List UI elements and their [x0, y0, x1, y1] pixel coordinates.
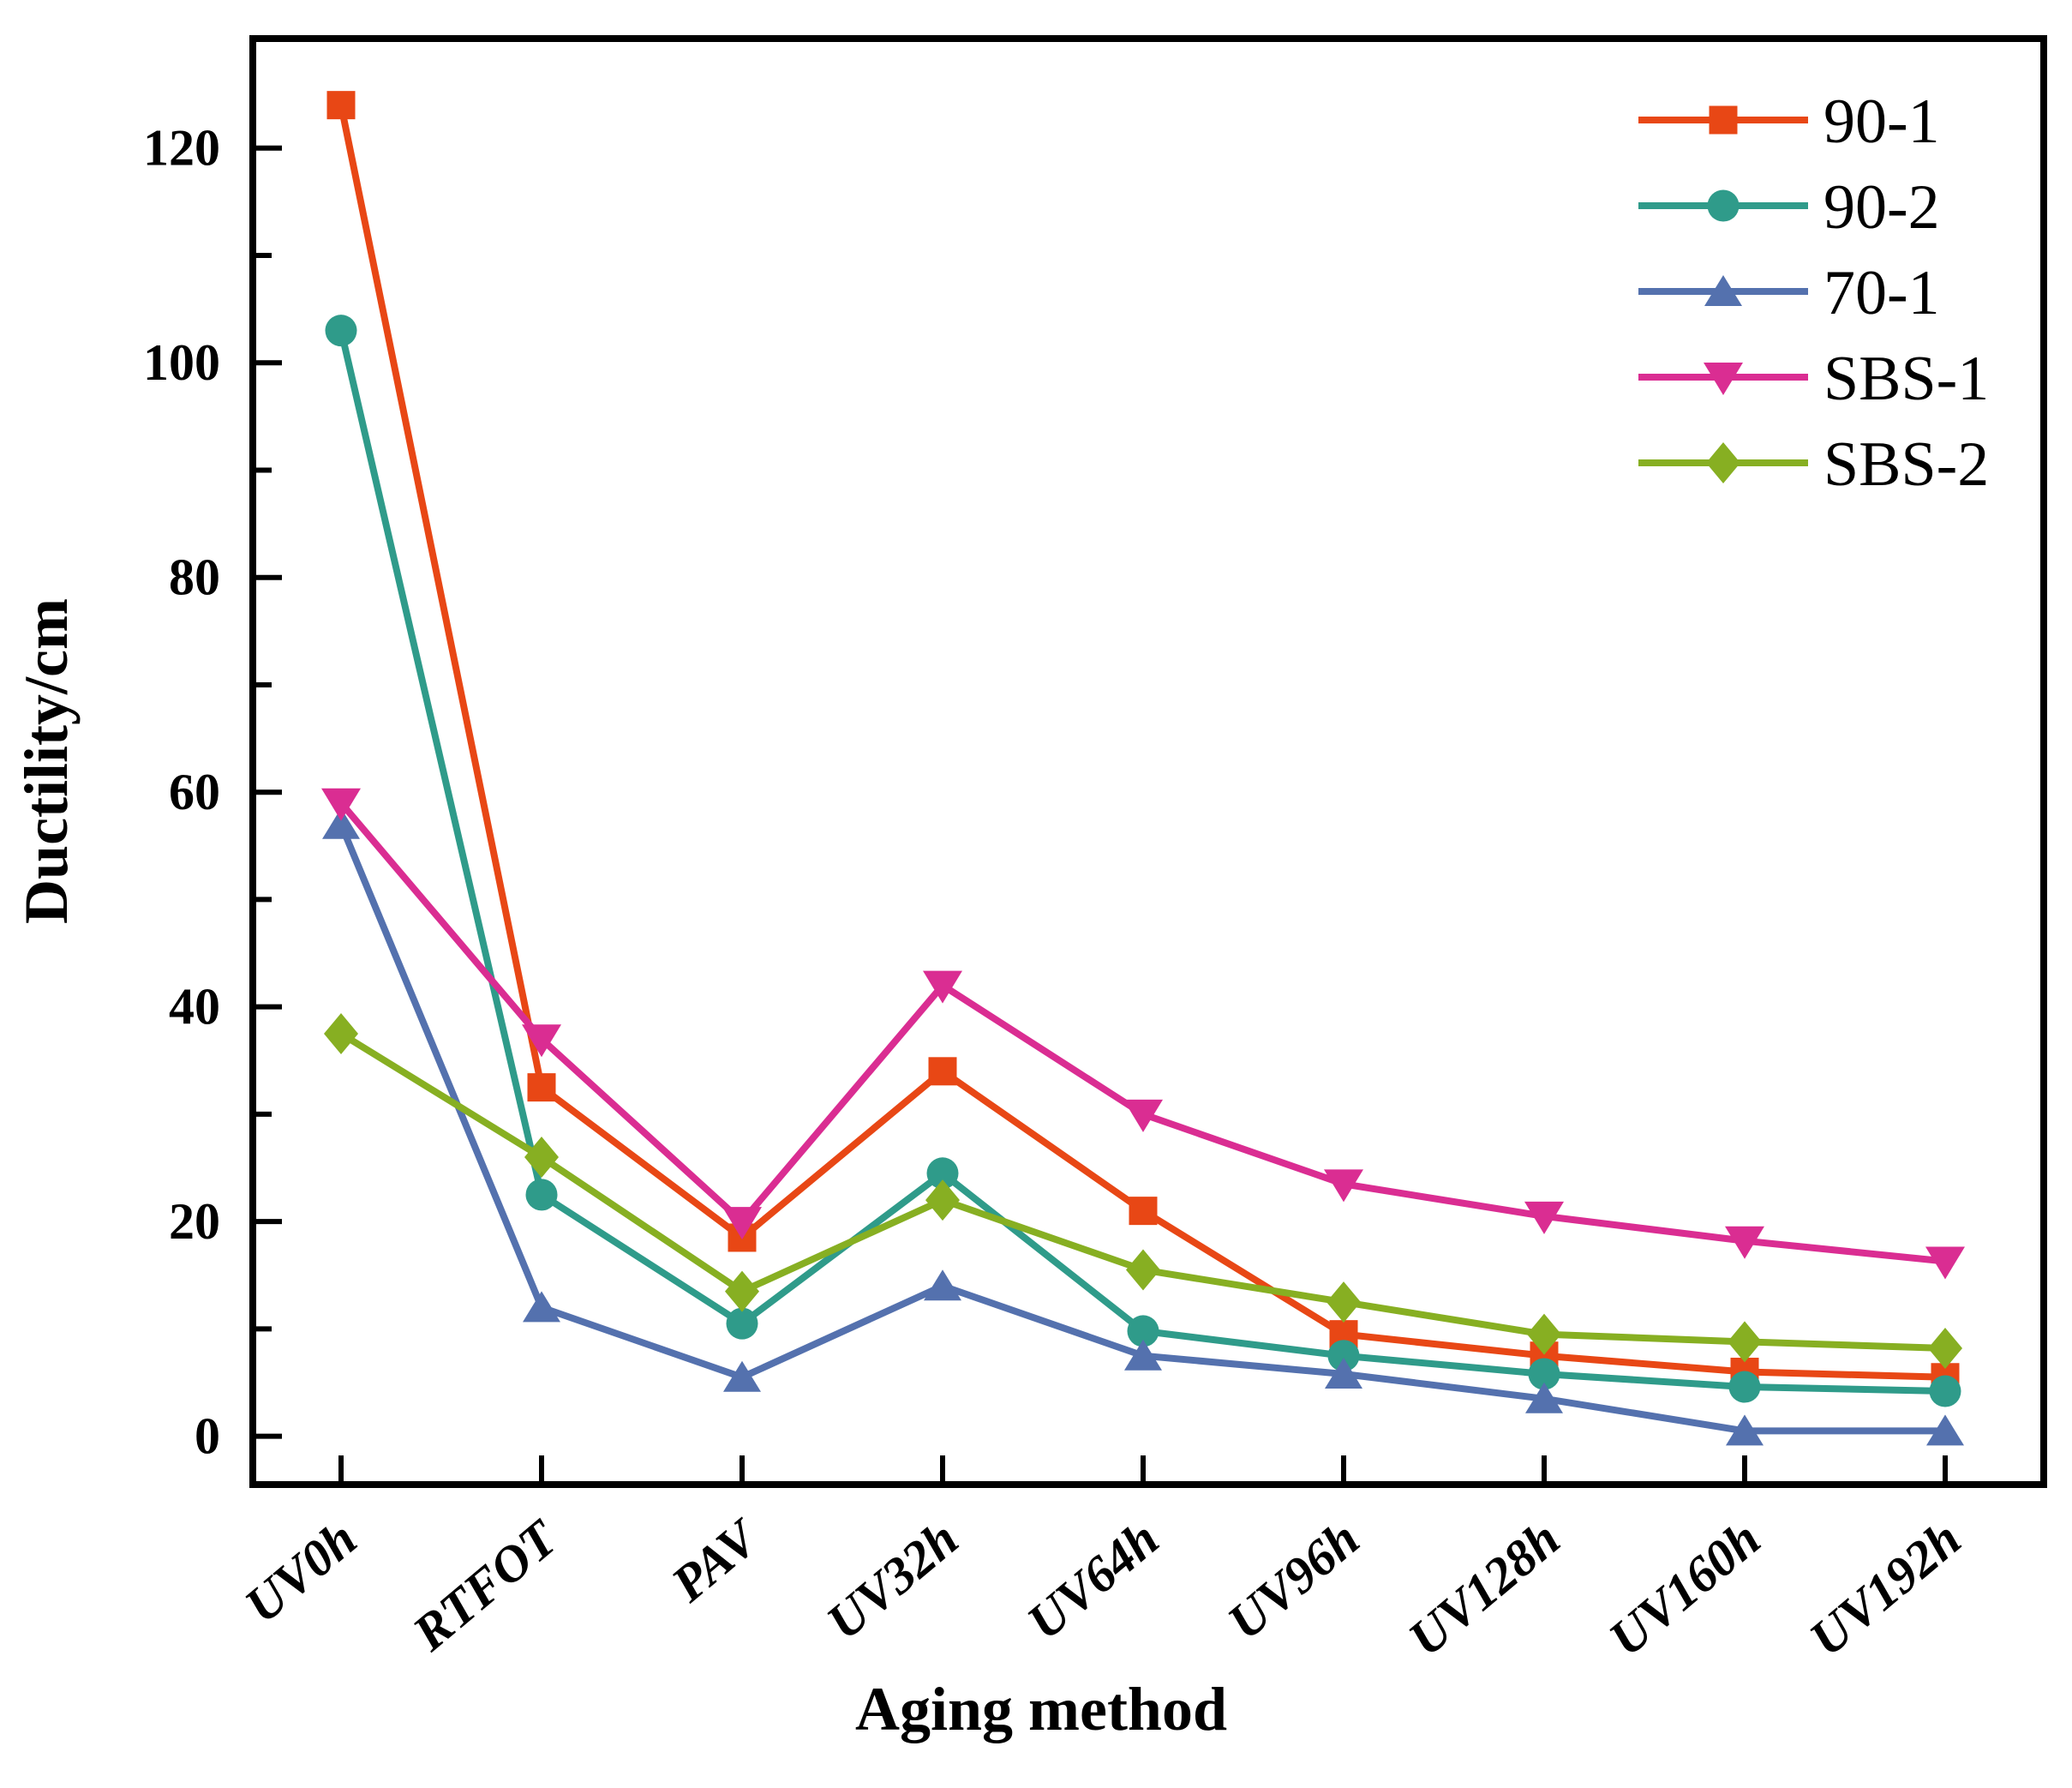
data-point-marker — [1124, 1339, 1162, 1371]
legend-item-90-1: 90-1 — [1638, 87, 1940, 157]
data-point-marker — [1528, 1358, 1560, 1390]
data-point-marker — [1726, 1414, 1764, 1446]
legend-marker — [1709, 105, 1738, 135]
data-point-marker — [321, 788, 361, 821]
data-point-marker — [1127, 1315, 1159, 1347]
x-tick-label: PAV — [661, 1507, 772, 1613]
legend-label: 90-2 — [1823, 172, 1940, 243]
data-point-marker — [1728, 1321, 1762, 1363]
data-point-marker — [1326, 1281, 1361, 1323]
data-point-marker — [524, 1137, 559, 1179]
x-tick-label: UV64h — [1017, 1509, 1170, 1650]
legend: 90-1 90-2 70-1 SBS-1 SBS-2 — [1638, 87, 1989, 500]
legend-item-70-1: 70-1 — [1638, 258, 1940, 328]
x-tick-label: UV0h — [235, 1509, 368, 1634]
y-tick-label: 20 — [169, 1193, 220, 1250]
data-point-marker — [926, 1157, 959, 1190]
data-point-marker — [1525, 1382, 1563, 1413]
data-point-marker — [1925, 1246, 1965, 1280]
data-point-marker — [1123, 1099, 1163, 1132]
y-axis-title: Ductility/cm — [12, 598, 81, 924]
data-point-marker — [1327, 1340, 1360, 1372]
series-layer — [321, 91, 1965, 1446]
x-tick-label: UV128h — [1398, 1509, 1571, 1666]
x-tick-label: UV160h — [1599, 1509, 1771, 1666]
data-point-marker — [1926, 1414, 1964, 1446]
x-tick-label: UV192h — [1800, 1509, 1972, 1666]
data-point-marker — [1725, 1226, 1764, 1259]
legend-label: SBS-1 — [1823, 344, 1989, 414]
data-point-marker — [925, 1179, 960, 1221]
axes-layer: 0 20 40 60 80 100 120 UV0h RTFOT PAV UV32h UV64h UV9… — [143, 35, 2047, 1667]
legend-marker — [1704, 275, 1742, 306]
data-point-marker — [1524, 1201, 1564, 1234]
data-point-marker — [322, 807, 360, 839]
series-line — [338, 801, 1946, 1265]
data-point-marker — [1929, 1375, 1961, 1407]
series-line — [338, 1030, 1946, 1352]
legend-item-SBS-2: SBS-2 — [1638, 429, 1989, 500]
data-point-marker — [726, 1307, 758, 1340]
data-point-marker — [325, 315, 357, 347]
legend-label: SBS-2 — [1823, 429, 1989, 500]
series-90-2 — [325, 315, 1961, 1407]
x-axis-title: Aging method — [855, 1675, 1227, 1743]
data-point-marker — [525, 1179, 558, 1211]
legend-marker — [1707, 189, 1740, 222]
data-point-marker — [522, 1024, 561, 1058]
data-point-marker — [1324, 1169, 1363, 1203]
series-line — [338, 329, 1946, 1395]
legend-label: 90-1 — [1823, 87, 1940, 157]
x-tick-label: UV96h — [1218, 1509, 1370, 1650]
data-point-marker — [527, 1073, 556, 1102]
legend-marker — [1704, 363, 1743, 395]
series-SBS-2 — [324, 1012, 1962, 1369]
data-point-marker — [1728, 1371, 1761, 1403]
legend-item-90-2: 90-2 — [1638, 172, 1940, 243]
y-tick-label: 0 — [195, 1408, 220, 1465]
data-point-marker — [928, 1057, 957, 1086]
legend-marker — [1706, 442, 1740, 483]
plot-border — [249, 35, 2047, 1488]
data-point-marker — [523, 1291, 560, 1323]
y-tick-label: 40 — [169, 979, 220, 1035]
data-point-marker — [722, 1207, 762, 1240]
data-point-marker — [326, 91, 356, 120]
data-point-marker — [1129, 1197, 1158, 1226]
data-point-marker — [1928, 1327, 1962, 1369]
data-point-marker — [1325, 1358, 1362, 1389]
data-point-marker — [924, 1269, 961, 1301]
x-tick-label: RTFOT — [402, 1509, 570, 1662]
data-point-marker — [723, 1360, 761, 1392]
y-tick-label: 120 — [143, 120, 220, 177]
series-SBS-1 — [321, 788, 1965, 1280]
data-point-marker — [1126, 1249, 1160, 1291]
legend-item-SBS-1: SBS-1 — [1638, 344, 1989, 414]
data-point-marker — [324, 1012, 358, 1054]
series-70-1 — [322, 807, 1964, 1446]
legend-label: 70-1 — [1823, 258, 1940, 328]
data-point-marker — [923, 970, 962, 1004]
series-90-1 — [326, 91, 1960, 1392]
y-tick-label: 100 — [143, 334, 220, 391]
y-tick-label: 80 — [169, 549, 220, 606]
y-tick-label: 60 — [169, 764, 220, 820]
x-tick-label: UV32h — [817, 1509, 969, 1650]
data-point-marker — [725, 1270, 759, 1312]
data-point-marker — [1527, 1313, 1561, 1355]
